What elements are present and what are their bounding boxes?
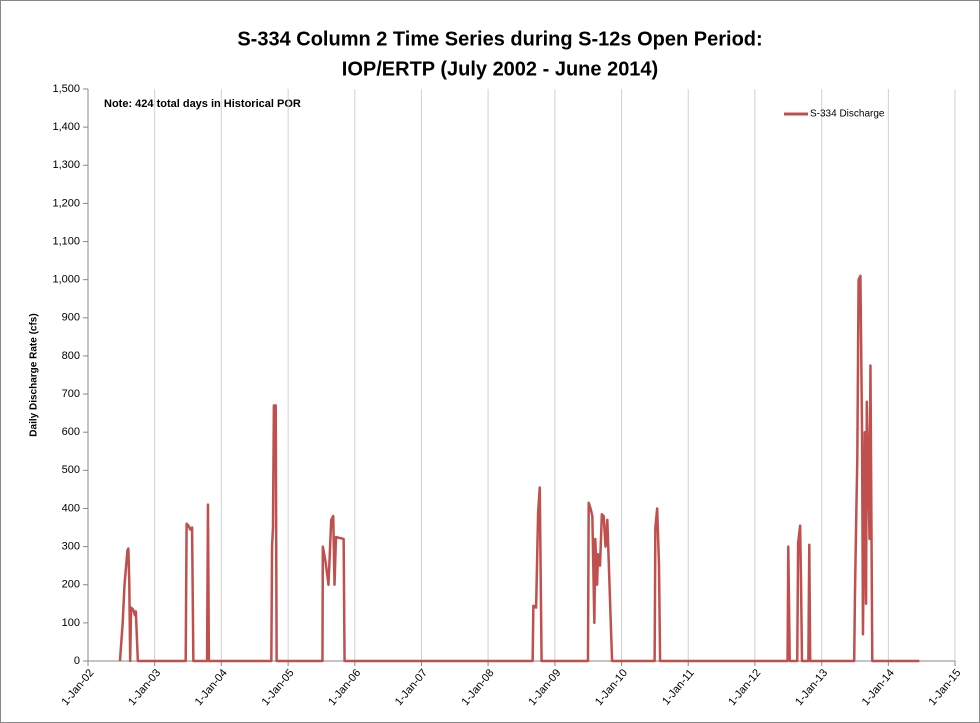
y-tick-label: 700	[62, 388, 80, 400]
y-tick-label: 1,400	[52, 121, 80, 133]
chart-title: S-334 Column 2 Time Series during S-12s …	[237, 28, 762, 50]
annotation: Note: 424 total days in Historical POR	[104, 98, 301, 110]
y-tick-label: 900	[62, 312, 80, 324]
data-line	[118, 274, 920, 663]
y-tick-label: 400	[62, 502, 80, 514]
y-tick-label: 1,300	[52, 159, 80, 171]
y-tick-label: 1,000	[52, 274, 80, 286]
y-tick-label: 200	[62, 579, 80, 591]
y-tick-label: 100	[62, 617, 80, 629]
y-tick-label: 800	[62, 350, 80, 362]
y-tick-label: 0	[74, 655, 80, 667]
y-tick-label: 1,100	[52, 235, 80, 247]
chart-title: IOP/ERTP (July 2002 - June 2014)	[342, 58, 658, 80]
legend-label: S-334 Discharge	[810, 109, 885, 120]
y-axis-label: Daily Discharge Rate (cfs)	[29, 313, 40, 436]
y-tick-label: 600	[62, 426, 80, 438]
y-tick-label: 1,500	[52, 83, 80, 95]
y-tick-label: 1,200	[52, 197, 80, 209]
y-tick-label: 500	[62, 464, 80, 476]
y-tick-label: 300	[62, 541, 80, 553]
